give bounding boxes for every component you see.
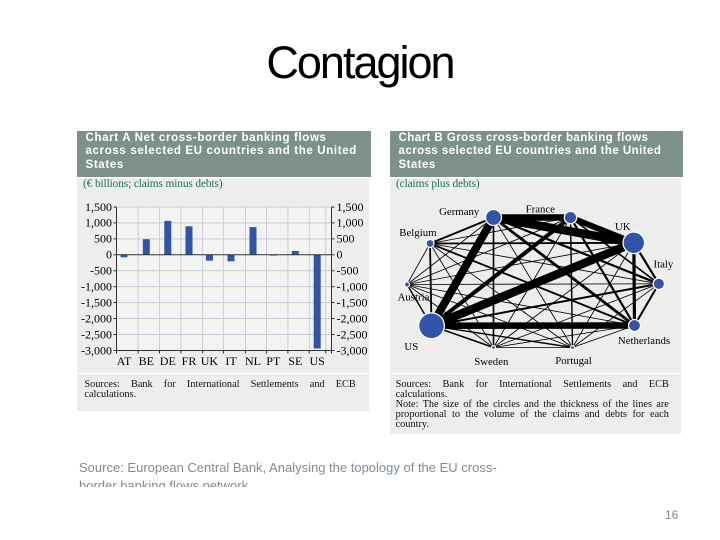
svg-text:NL: NL xyxy=(245,354,261,368)
svg-text:0: 0 xyxy=(337,248,343,262)
svg-text:-2,000: -2,000 xyxy=(81,311,112,325)
svg-text:Sweden: Sweden xyxy=(474,356,509,368)
svg-text:500: 500 xyxy=(337,232,355,246)
svg-text:Belgium: Belgium xyxy=(399,227,437,239)
svg-text:-500: -500 xyxy=(337,264,359,278)
svg-text:-2,000: -2,000 xyxy=(337,311,368,325)
svg-text:-1,000: -1,000 xyxy=(81,280,112,294)
svg-text:Portugal: Portugal xyxy=(555,355,592,367)
svg-text:US: US xyxy=(404,341,418,353)
svg-text:FR: FR xyxy=(182,354,197,368)
svg-text:-1,500: -1,500 xyxy=(337,295,368,309)
svg-text:UK: UK xyxy=(201,354,219,368)
svg-text:Austria: Austria xyxy=(398,292,430,304)
svg-text:PT: PT xyxy=(266,354,281,368)
svg-text:SE: SE xyxy=(288,354,302,368)
svg-text:-3,000: -3,000 xyxy=(337,343,368,357)
svg-text:-500: -500 xyxy=(90,264,112,278)
svg-text:Germany: Germany xyxy=(439,206,480,218)
svg-text:1,000: 1,000 xyxy=(85,216,112,230)
svg-text:-2,500: -2,500 xyxy=(337,327,368,341)
svg-text:1,500: 1,500 xyxy=(337,200,364,214)
svg-text:BE: BE xyxy=(139,354,154,368)
svg-text:US: US xyxy=(310,354,325,368)
svg-text:1,500: 1,500 xyxy=(85,200,112,214)
svg-text:0: 0 xyxy=(106,248,112,262)
svg-text:-2,500: -2,500 xyxy=(81,327,112,341)
svg-text:-1,000: -1,000 xyxy=(337,280,368,294)
svg-text:Italy: Italy xyxy=(654,259,674,271)
svg-text:DE: DE xyxy=(160,354,176,368)
svg-text:France: France xyxy=(526,204,556,216)
svg-text:UK: UK xyxy=(615,221,631,233)
svg-text:IT: IT xyxy=(225,354,237,368)
svg-text:500: 500 xyxy=(94,232,112,246)
svg-text:AT: AT xyxy=(117,354,132,368)
svg-text:-3,000: -3,000 xyxy=(81,343,112,357)
svg-text:-1,500: -1,500 xyxy=(81,295,112,309)
svg-text:Netherlands: Netherlands xyxy=(618,335,670,347)
svg-text:1,000: 1,000 xyxy=(337,216,364,230)
